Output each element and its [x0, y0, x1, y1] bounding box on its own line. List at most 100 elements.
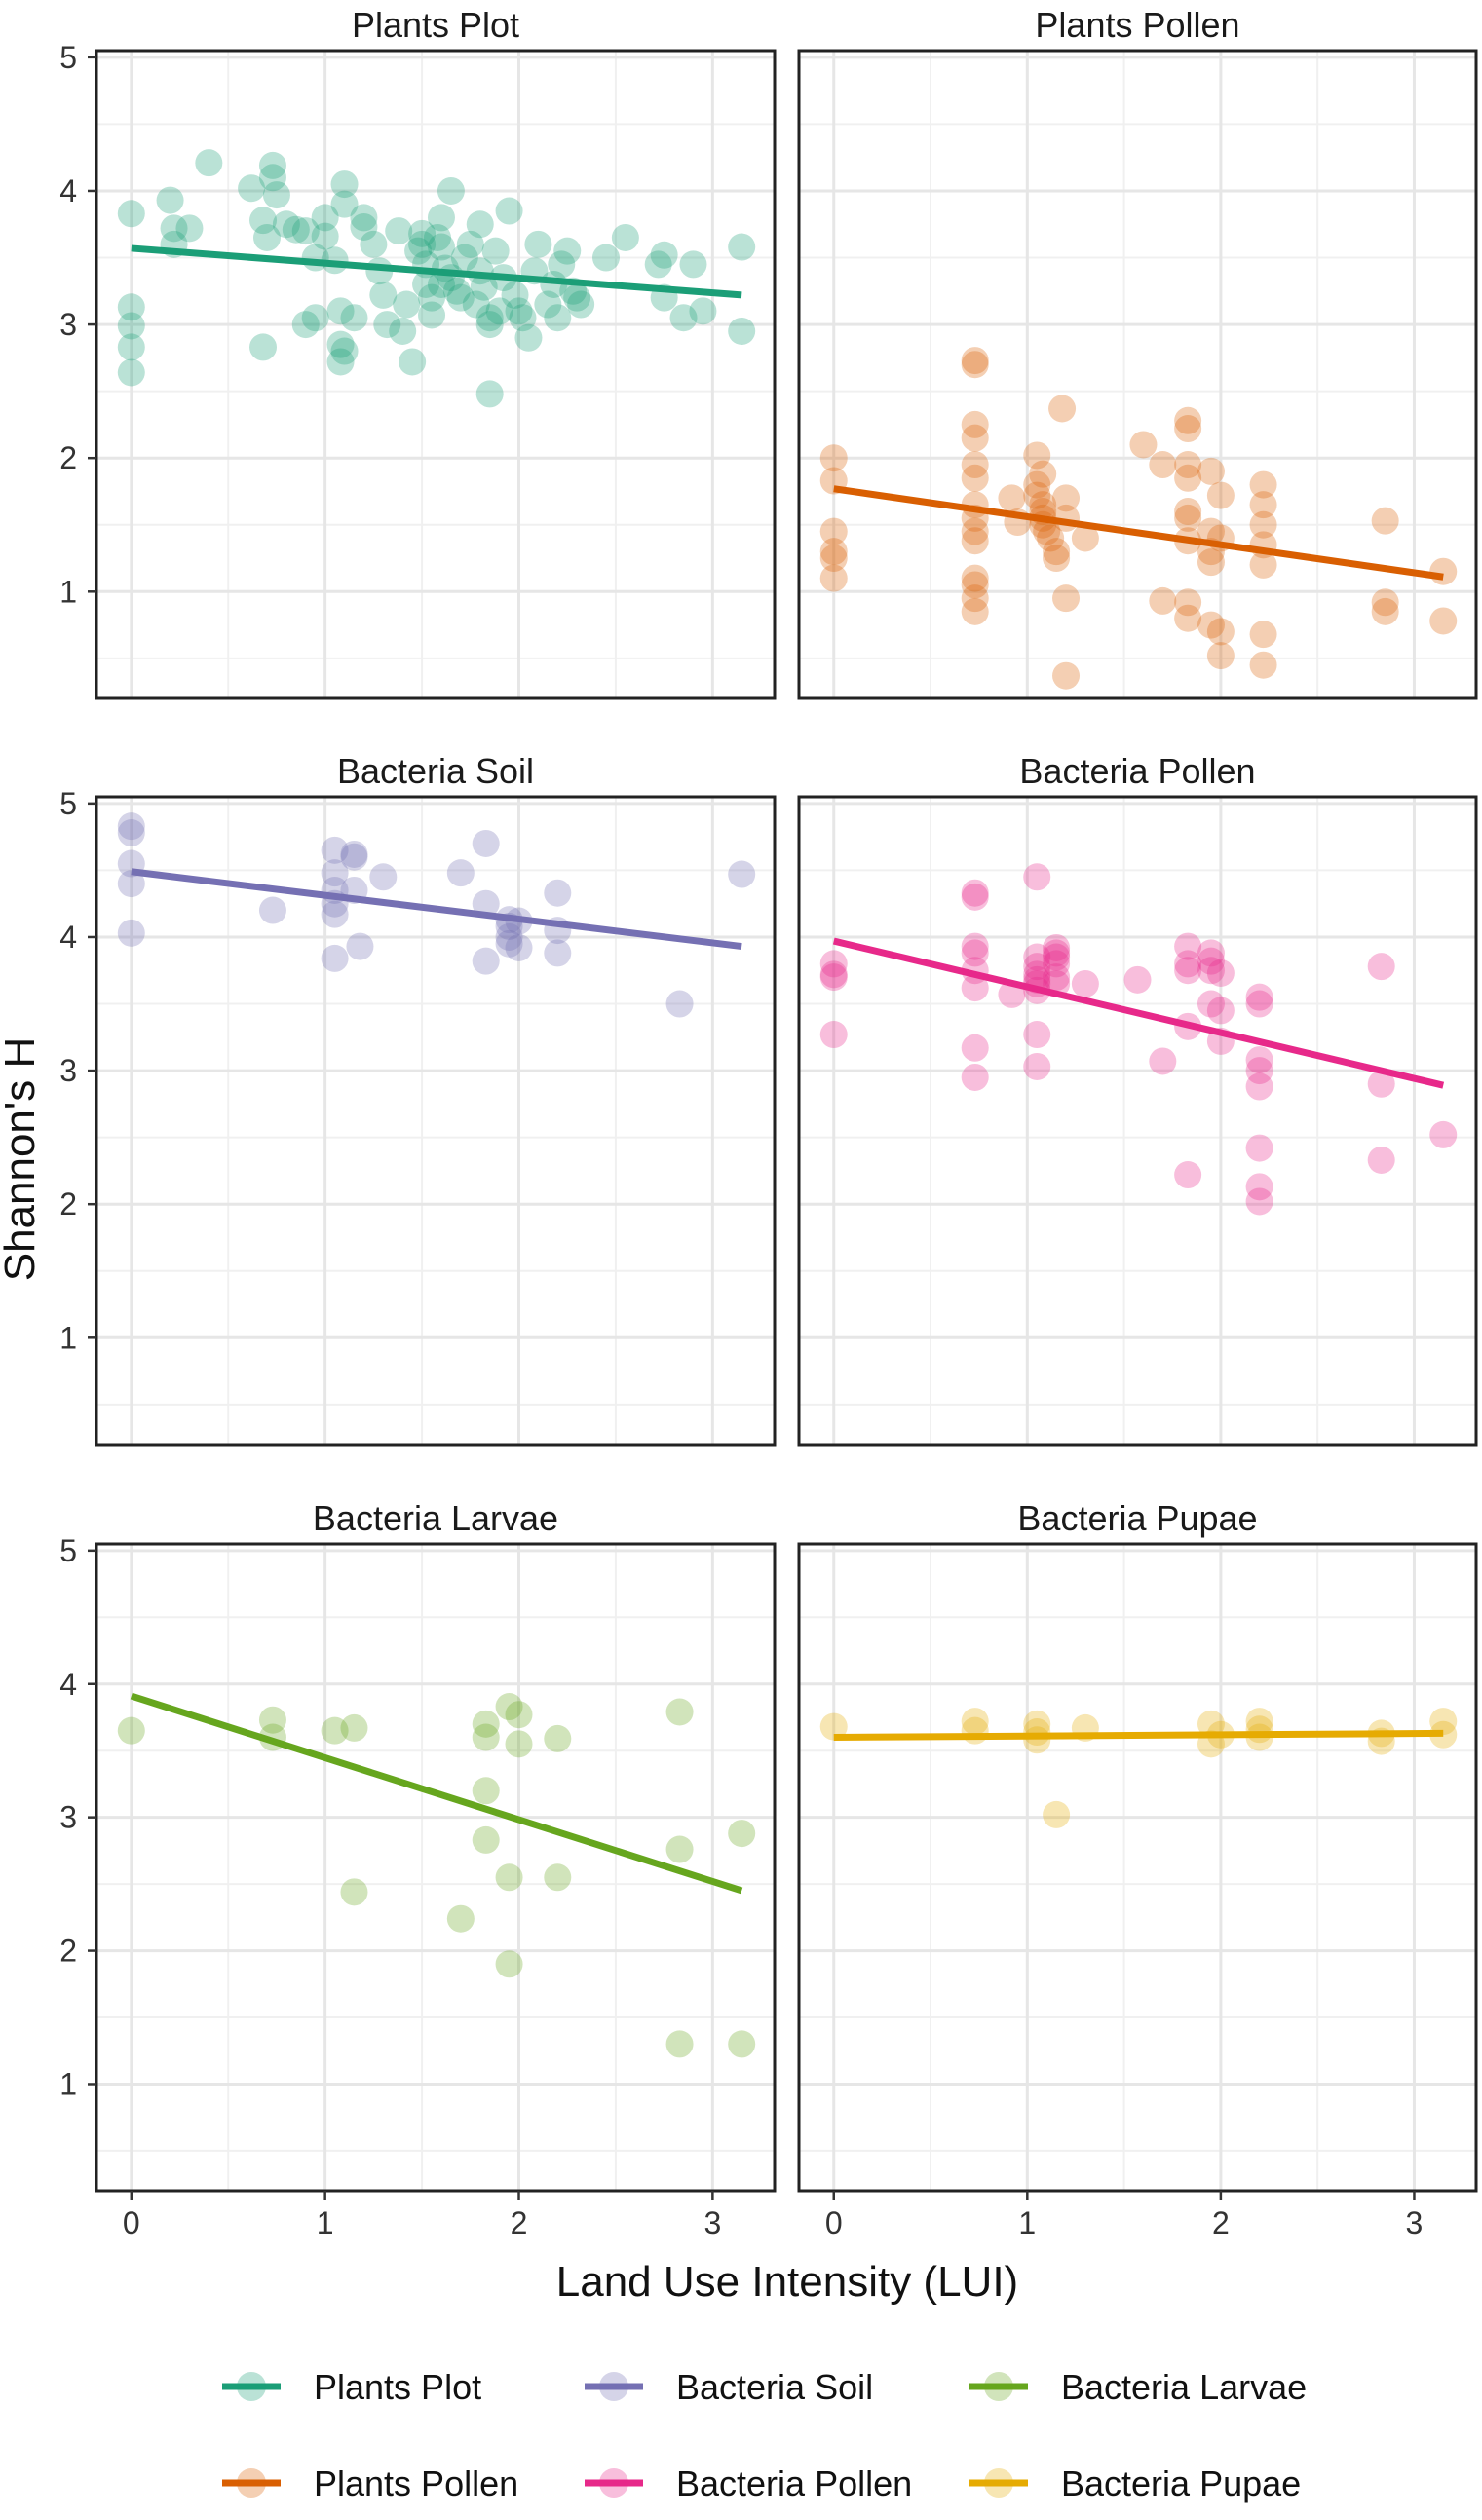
legend-point [599, 2372, 628, 2401]
y-tick-label: 5 [59, 1533, 77, 1568]
data-point [961, 464, 989, 492]
data-point [1023, 1726, 1051, 1754]
data-point [321, 1716, 349, 1745]
panel-bacteria-larvae: Bacteria Larvae 1 2 3 4 5 0 1 2 3 [59, 1498, 777, 2240]
data-point [311, 204, 339, 232]
points-bacteria-pollen [819, 863, 1458, 1216]
data-point [1429, 557, 1458, 585]
data-point [117, 919, 145, 947]
points-bacteria-soil [117, 812, 756, 1018]
data-point [373, 311, 401, 339]
data-point [446, 859, 475, 887]
data-point [340, 1713, 368, 1742]
data-point [262, 181, 290, 209]
panel-title: Bacteria Larvae [313, 1498, 558, 1538]
data-point [238, 174, 266, 203]
data-point [1023, 943, 1051, 971]
data-point [117, 358, 145, 387]
data-point [1023, 863, 1051, 891]
data-point [611, 223, 639, 251]
panel-title: Bacteria Pollen [1019, 751, 1255, 791]
data-point [1023, 470, 1051, 499]
data-point [819, 960, 848, 989]
data-point [456, 230, 484, 258]
data-point [961, 1716, 989, 1745]
data-point [1245, 1187, 1273, 1216]
panel-title: Bacteria Pupae [1017, 1498, 1257, 1538]
data-point [446, 1904, 475, 1933]
data-point [1043, 545, 1071, 573]
data-point [495, 1693, 523, 1721]
data-point [1043, 950, 1071, 978]
data-point [505, 1701, 533, 1729]
legend-point [599, 2468, 628, 2498]
data-point [961, 584, 989, 613]
data-point [1174, 957, 1202, 985]
data-point [462, 290, 490, 319]
data-point [544, 879, 572, 907]
data-point [1197, 1710, 1225, 1738]
data-point [1206, 642, 1235, 670]
data-point [1197, 947, 1225, 975]
data-point [819, 950, 848, 978]
y-tick-label: 5 [59, 786, 77, 821]
data-point [1197, 548, 1225, 577]
data-point [544, 304, 572, 332]
data-point [1174, 950, 1202, 978]
data-point [819, 517, 848, 545]
data-point [1174, 415, 1202, 443]
x-tick-label: 3 [703, 2205, 721, 2240]
data-point [961, 939, 989, 967]
data-point [330, 170, 359, 199]
panel-title: Plants Plot [352, 5, 519, 45]
data-point [644, 250, 672, 279]
panel-plants-pollen: Plants Pollen [797, 5, 1478, 700]
data-point [689, 297, 717, 325]
data-point [1249, 621, 1277, 649]
trend-line [833, 485, 1444, 581]
data-point [563, 283, 591, 312]
data-point [340, 843, 368, 871]
legend-label: Bacteria Soil [676, 2367, 873, 2407]
data-point [1043, 963, 1071, 992]
data-point [408, 219, 437, 247]
data-point [961, 527, 989, 555]
data-point [1206, 997, 1235, 1025]
y-tick-label: 1 [59, 574, 77, 609]
data-point [1174, 498, 1202, 526]
data-point [669, 304, 698, 332]
data-point [961, 424, 989, 452]
data-point [412, 270, 440, 298]
data-point [117, 819, 145, 847]
data-point [1174, 504, 1202, 532]
data-point [665, 1835, 694, 1863]
legend-point [237, 2468, 266, 2498]
data-point [117, 870, 145, 898]
data-point [819, 444, 848, 472]
data-point [1149, 1047, 1177, 1075]
data-point [423, 223, 451, 251]
data-point [1197, 957, 1225, 985]
data-point [442, 277, 471, 305]
data-point [961, 1708, 989, 1736]
data-point [326, 330, 355, 358]
legend-label: Bacteria Larvae [1061, 2367, 1307, 2407]
panel-title: Bacteria Soil [337, 751, 534, 791]
data-point [1023, 1021, 1051, 1049]
legend-point [984, 2468, 1013, 2498]
data-point [961, 597, 989, 625]
data-point [728, 1820, 756, 1848]
data-point [1249, 510, 1277, 539]
data-point [475, 311, 504, 339]
data-point [450, 244, 478, 272]
legend-point [237, 2372, 266, 2401]
data-point [311, 222, 339, 250]
data-point [326, 348, 355, 376]
y-tick-label: 3 [59, 1053, 77, 1088]
panel-border [95, 49, 777, 700]
legend-label: Plants Plot [314, 2367, 481, 2407]
data-point [505, 933, 533, 961]
data-point [249, 333, 278, 361]
x-tick-label: 1 [317, 2205, 334, 2240]
data-point [472, 947, 500, 975]
